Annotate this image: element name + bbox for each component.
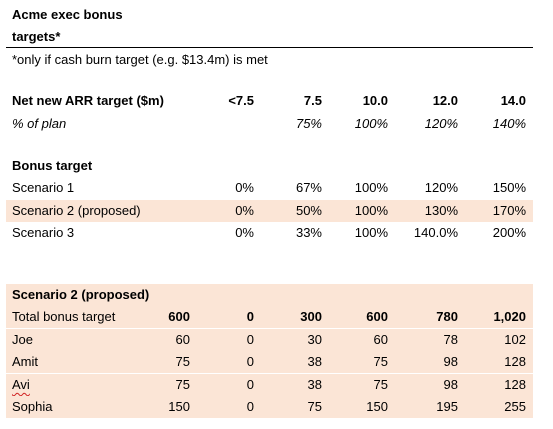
person-value: 195 (436, 399, 458, 414)
scenario2-header-label: Scenario 2 (proposed) (12, 287, 150, 302)
person-value: 75 (307, 399, 322, 414)
plan-value: 100% (354, 116, 388, 131)
scenario-label: Scenario 3 (12, 225, 75, 240)
person-value: 0 (246, 354, 254, 369)
arr-header-value: 7.5 (303, 93, 322, 108)
total-bonus-base: 600 (168, 309, 190, 324)
table-row: Scenario 2 (proposed) 0% 50% 100% 130% 1… (6, 200, 533, 222)
person-value: 128 (504, 354, 526, 369)
scenario-label: Scenario 1 (12, 180, 75, 195)
scenario-value: 100% (354, 203, 388, 218)
plan-value (202, 113, 254, 135)
table-row: Joe 60 0 30 60 78 102 (6, 329, 533, 351)
person-value: 98 (443, 354, 458, 369)
scenario-value: 0% (235, 180, 254, 195)
scenario-value: 67% (295, 180, 322, 195)
total-bonus-value: 780 (436, 309, 458, 324)
person-base: 75 (175, 377, 190, 392)
scenario-value: 0% (235, 225, 254, 240)
scenario-value: 120% (424, 180, 458, 195)
scenario-value: 100% (354, 225, 388, 240)
arr-header-label: Net new ARR target ($m) (12, 93, 164, 108)
person-label: Avi (12, 377, 30, 392)
person-value: 30 (307, 332, 322, 347)
total-bonus-value: 0 (246, 309, 254, 324)
scenario-value: 140.0% (413, 225, 458, 240)
person-value: 75 (373, 377, 388, 392)
person-value: 98 (443, 377, 458, 392)
bonus-target-label: Bonus target (12, 158, 93, 173)
scenario2-header: Scenario 2 (proposed) (6, 284, 533, 306)
person-value: 255 (504, 399, 526, 414)
person-value: 78 (443, 332, 458, 347)
table-row: Scenario 3 0% 33% 100% 140.0% 200% (6, 222, 533, 244)
arr-header-value: 14.0 (500, 93, 526, 108)
plan-value: 75% (295, 116, 322, 131)
scenario-value: 100% (354, 180, 388, 195)
table-row: Avi 75 0 38 75 98 128 (6, 374, 533, 396)
scenario-value: 50% (295, 203, 322, 218)
plan-row: % of plan 75% 100% 120% 140% (6, 113, 533, 135)
person-value: 0 (246, 399, 254, 414)
scenario-value: 130% (424, 203, 458, 218)
arr-header-value: 10.0 (362, 93, 388, 108)
arr-header-value: 12.0 (432, 93, 458, 108)
person-label: Sophia (12, 399, 53, 414)
table-row: Scenario 1 0% 67% 100% 120% 150% (6, 177, 533, 199)
person-value: 102 (504, 332, 526, 347)
person-value: 60 (373, 332, 388, 347)
scenario-value: 150% (492, 180, 526, 195)
title-line-2: targets* (12, 29, 61, 44)
person-label: Amit (12, 354, 38, 369)
person-base: 75 (175, 354, 190, 369)
person-value: 0 (246, 377, 254, 392)
arr-header-row: Net new ARR target ($m) <7.5 7.5 10.0 12… (6, 90, 533, 112)
table-row: Amit 75 0 38 75 98 128 (6, 351, 533, 373)
bonus-target-header: Bonus target (6, 155, 533, 177)
title-line-1: Acme exec bonus (12, 7, 123, 22)
person-base: 60 (175, 332, 190, 347)
person-value: 75 (373, 354, 388, 369)
total-bonus-label: Total bonus target (12, 309, 116, 324)
total-bonus-value: 1,020 (493, 309, 526, 324)
total-bonus-value: 600 (366, 309, 388, 324)
person-label: Joe (12, 332, 33, 347)
scenario-value: 200% (492, 225, 526, 240)
title-block: Acme exec bonus targets* (12, 4, 533, 48)
person-value: 38 (307, 354, 322, 369)
footnote: *only if cash burn target (e.g. $13.4m) … (12, 52, 268, 67)
scenario-value: 33% (295, 225, 322, 240)
scenario-value: 170% (492, 203, 526, 218)
person-value: 150 (366, 399, 388, 414)
title-divider (6, 47, 533, 48)
plan-value: 140% (492, 116, 526, 131)
scenario-value: 0% (235, 203, 254, 218)
total-bonus-row: Total bonus target 600 0 300 600 780 1,0… (6, 306, 533, 328)
plan-label: % of plan (12, 116, 67, 131)
plan-value: 120% (424, 116, 458, 131)
table-row: Sophia 150 0 75 150 195 255 (6, 396, 533, 418)
person-value: 38 (307, 377, 322, 392)
scenario-label: Scenario 2 (proposed) (12, 203, 141, 218)
person-value: 128 (504, 377, 526, 392)
total-bonus-value: 300 (300, 309, 322, 324)
person-base: 150 (168, 399, 190, 414)
person-value: 0 (246, 332, 254, 347)
arr-header-value: <7.5 (228, 93, 254, 108)
